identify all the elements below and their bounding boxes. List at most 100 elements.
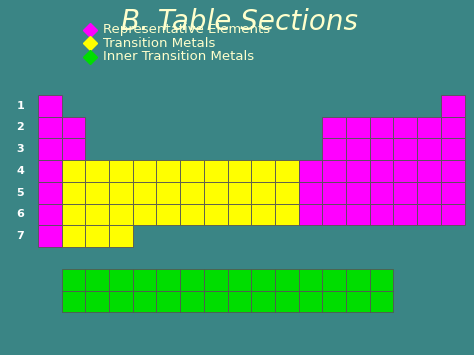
Bar (180, 182, 204, 203)
Bar (228, 160, 251, 182)
Bar (370, 138, 393, 160)
Bar (204, 182, 228, 203)
Bar (370, 182, 393, 203)
Bar (346, 138, 370, 160)
Bar (133, 160, 156, 182)
Bar (322, 182, 346, 203)
Bar (62, 203, 85, 225)
Bar (417, 116, 441, 138)
Bar (109, 160, 133, 182)
Bar (85, 290, 109, 312)
Bar (38, 95, 62, 116)
Bar (251, 160, 275, 182)
Bar (441, 95, 465, 116)
Bar (346, 269, 370, 290)
Bar (204, 160, 228, 182)
Bar (133, 203, 156, 225)
Bar (370, 269, 393, 290)
Bar (393, 116, 417, 138)
Bar (133, 269, 156, 290)
Bar (251, 290, 275, 312)
Bar (38, 203, 62, 225)
Bar (322, 160, 346, 182)
Bar (370, 290, 393, 312)
Bar (299, 203, 322, 225)
Text: Representative Elements: Representative Elements (103, 23, 270, 36)
Bar (275, 269, 299, 290)
Bar (275, 290, 299, 312)
Text: 2: 2 (16, 122, 24, 132)
Bar (85, 269, 109, 290)
Bar (62, 116, 85, 138)
Bar (417, 203, 441, 225)
Bar (441, 182, 465, 203)
Bar (156, 269, 180, 290)
Bar (228, 290, 251, 312)
Text: 1: 1 (16, 101, 24, 111)
Bar (85, 160, 109, 182)
Bar (322, 290, 346, 312)
Bar (441, 203, 465, 225)
Bar (109, 203, 133, 225)
Bar (62, 160, 85, 182)
Bar (156, 203, 180, 225)
Bar (299, 269, 322, 290)
Bar (275, 182, 299, 203)
Bar (62, 269, 85, 290)
Bar (204, 269, 228, 290)
Text: 5: 5 (16, 188, 24, 198)
Bar (299, 160, 322, 182)
Bar (441, 138, 465, 160)
Bar (204, 203, 228, 225)
Bar (417, 138, 441, 160)
Bar (180, 203, 204, 225)
Bar (85, 225, 109, 247)
Bar (346, 203, 370, 225)
Bar (322, 116, 346, 138)
Bar (441, 116, 465, 138)
Bar (38, 160, 62, 182)
Bar (346, 116, 370, 138)
Bar (393, 182, 417, 203)
Bar (62, 138, 85, 160)
Bar (275, 203, 299, 225)
Bar (322, 203, 346, 225)
Bar (370, 203, 393, 225)
Bar (441, 160, 465, 182)
Bar (370, 160, 393, 182)
Text: 7: 7 (16, 231, 24, 241)
Bar (109, 225, 133, 247)
Bar (109, 269, 133, 290)
Bar (133, 182, 156, 203)
Bar (346, 182, 370, 203)
Bar (156, 290, 180, 312)
Text: B. Table Sections: B. Table Sections (121, 8, 358, 36)
Text: Inner Transition Metals: Inner Transition Metals (103, 50, 254, 63)
Bar (251, 203, 275, 225)
Bar (393, 160, 417, 182)
Bar (417, 182, 441, 203)
Bar (109, 182, 133, 203)
Bar (251, 269, 275, 290)
Bar (322, 138, 346, 160)
Bar (299, 290, 322, 312)
Bar (133, 290, 156, 312)
Bar (322, 269, 346, 290)
Bar (109, 290, 133, 312)
Bar (417, 160, 441, 182)
Bar (38, 116, 62, 138)
Bar (180, 160, 204, 182)
Bar (85, 182, 109, 203)
Bar (62, 225, 85, 247)
Text: Transition Metals: Transition Metals (103, 37, 216, 50)
Bar (38, 182, 62, 203)
Bar (346, 290, 370, 312)
Text: 6: 6 (16, 209, 24, 219)
Bar (370, 116, 393, 138)
Bar (180, 290, 204, 312)
Bar (228, 203, 251, 225)
Bar (299, 182, 322, 203)
Bar (393, 138, 417, 160)
Bar (228, 182, 251, 203)
Bar (38, 138, 62, 160)
